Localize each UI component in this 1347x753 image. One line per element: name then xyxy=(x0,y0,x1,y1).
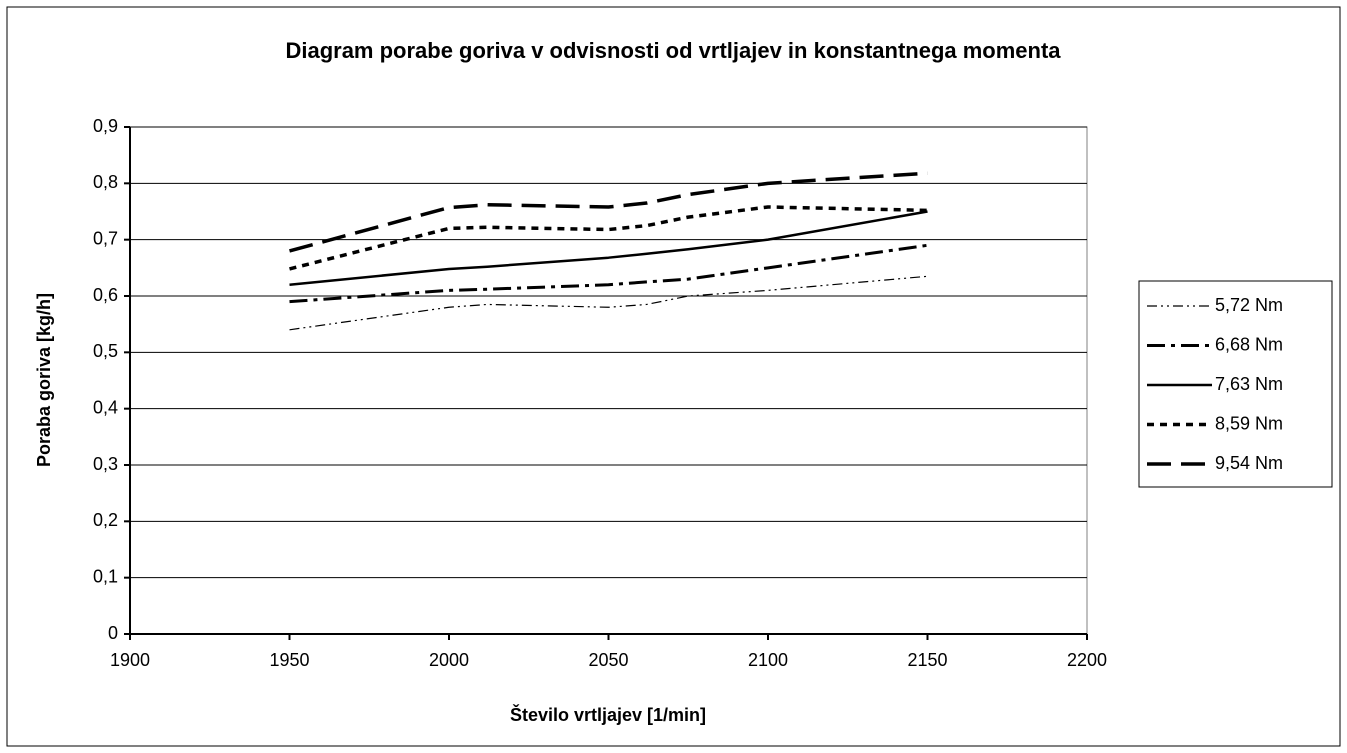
plot-area xyxy=(129,126,1088,635)
legend-label: 5,72 Nm xyxy=(1215,295,1283,315)
legend-label: 7,63 Nm xyxy=(1215,374,1283,394)
y-axis-title: Poraba goriva [kg/h] xyxy=(34,293,54,467)
x-tick-label: 2200 xyxy=(1067,650,1107,670)
line-series xyxy=(289,210,928,286)
y-tick-label: 0,3 xyxy=(93,454,118,474)
x-tick-label: 2000 xyxy=(429,650,469,670)
x-tick-label: 2100 xyxy=(748,650,788,670)
x-tick-label: 1900 xyxy=(110,650,150,670)
x-tick-label: 2150 xyxy=(907,650,947,670)
y-tick-label: 0 xyxy=(108,623,118,643)
chart-title: Diagram porabe goriva v odvisnosti od vr… xyxy=(285,38,1061,63)
line-series xyxy=(289,243,928,304)
y-tick-label: 0,2 xyxy=(93,510,118,530)
y-tick-label: 0,8 xyxy=(93,172,118,192)
y-tick-label: 0,5 xyxy=(93,341,118,361)
y-tick-label: 0,6 xyxy=(93,285,118,305)
y-tick-label: 0,1 xyxy=(93,566,118,586)
legend-label: 6,68 Nm xyxy=(1215,334,1283,354)
x-tick-label: 1950 xyxy=(269,650,309,670)
y-tick-label: 0,9 xyxy=(93,116,118,136)
y-tick-label: 0,4 xyxy=(93,397,118,417)
line-series xyxy=(289,275,928,331)
x-tick-label: 2050 xyxy=(588,650,628,670)
legend-label: 8,59 Nm xyxy=(1215,413,1283,433)
legend-label: 9,54 Nm xyxy=(1215,453,1283,473)
line-series xyxy=(289,171,928,253)
x-axis-title: Število vrtljajev [1/min] xyxy=(510,704,706,725)
line-series xyxy=(289,205,928,271)
y-tick-label: 0,7 xyxy=(93,228,118,248)
